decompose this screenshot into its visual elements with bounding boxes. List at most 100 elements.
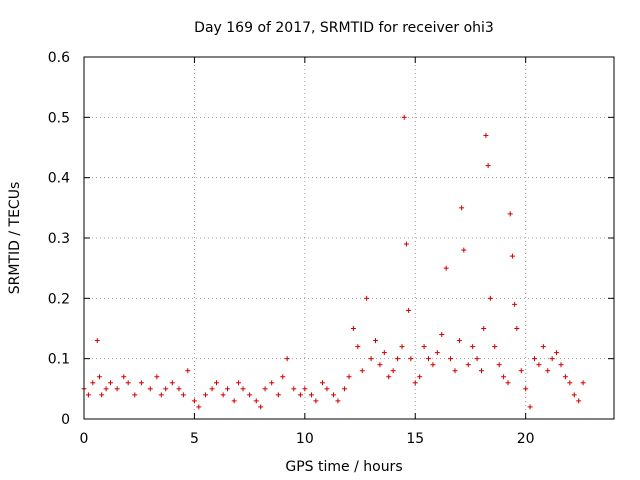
data-point [487, 295, 493, 301]
data-point [434, 350, 440, 356]
data-point [262, 386, 268, 392]
data-point [474, 356, 480, 362]
x-tick-label: 5 [190, 431, 199, 447]
data-point [470, 344, 476, 350]
data-series-srmtid [81, 114, 586, 410]
data-point [465, 362, 471, 368]
data-point [346, 374, 352, 380]
data-point [412, 380, 418, 386]
data-point [545, 368, 551, 374]
data-point [169, 380, 175, 386]
data-point [456, 338, 462, 344]
data-point [196, 404, 202, 410]
data-point [452, 368, 458, 374]
data-point [514, 326, 520, 331]
data-point [147, 386, 153, 392]
data-point [132, 392, 138, 398]
data-point [85, 392, 91, 398]
y-tick-label: 0.1 [48, 352, 70, 368]
grid [83, 56, 614, 420]
data-point [386, 374, 392, 380]
data-point [214, 380, 219, 386]
data-point [461, 247, 467, 253]
data-point [408, 356, 414, 362]
data-point [549, 356, 555, 362]
data-point [359, 368, 365, 374]
x-axis-label: GPS time / hours [285, 459, 402, 475]
data-point [483, 132, 489, 138]
data-point [94, 338, 100, 344]
data-point [253, 398, 259, 404]
data-point [269, 380, 275, 386]
x-tick-label: 20 [517, 431, 535, 447]
data-point [518, 368, 524, 374]
data-point [297, 392, 303, 398]
y-tick-label: 0 [61, 412, 70, 428]
data-point [532, 356, 537, 362]
data-point [313, 398, 319, 404]
data-point [247, 392, 253, 398]
axis-ticks [83, 56, 614, 420]
data-point [158, 392, 164, 398]
data-point [580, 380, 586, 386]
data-point [364, 295, 370, 301]
data-point [335, 398, 341, 404]
data-point [275, 392, 281, 398]
data-point [567, 380, 573, 386]
y-axis-label: SRMTID / TECUs [7, 182, 23, 295]
data-point [390, 368, 396, 374]
y-tick-label: 0.6 [48, 50, 70, 66]
data-point [324, 386, 330, 392]
data-point [459, 205, 465, 211]
data-point [163, 386, 169, 392]
data-point [236, 380, 242, 386]
y-tick-label: 0.2 [48, 291, 70, 307]
data-point [302, 386, 308, 392]
data-point [426, 356, 431, 362]
data-point [240, 386, 246, 392]
data-point [185, 368, 191, 374]
x-tick-label: 0 [80, 431, 89, 447]
data-point [562, 374, 568, 380]
data-point [403, 241, 409, 247]
data-point [220, 392, 226, 398]
data-point [501, 374, 507, 380]
data-point [417, 374, 423, 380]
y-tick-label: 0.4 [48, 171, 70, 187]
data-point [209, 386, 215, 392]
y-tick-label: 0.5 [48, 110, 70, 126]
data-point [439, 332, 445, 338]
data-point [571, 392, 577, 398]
data-point [368, 356, 374, 362]
chart-title: Day 169 of 2017, SRMTID for receiver ohi… [194, 20, 494, 36]
data-point [485, 163, 491, 169]
data-point [509, 253, 515, 259]
x-tick-label: 15 [406, 431, 424, 447]
data-point [479, 368, 484, 374]
data-point [399, 344, 405, 350]
data-point [558, 362, 564, 368]
data-point [355, 344, 361, 350]
data-point [536, 362, 542, 368]
data-point [138, 380, 144, 386]
data-point [554, 350, 560, 356]
data-point [114, 386, 120, 392]
data-point [121, 374, 127, 380]
data-point [258, 404, 264, 410]
data-point [331, 392, 337, 398]
data-point [320, 380, 325, 386]
data-point [180, 392, 186, 398]
data-point [406, 307, 412, 313]
data-point [125, 380, 131, 386]
data-point [96, 374, 102, 380]
data-point [527, 404, 533, 410]
x-tick-label: 10 [296, 431, 314, 447]
data-point [284, 356, 290, 362]
data-point [395, 356, 401, 362]
data-point [421, 344, 427, 350]
data-point [225, 386, 231, 392]
data-point [108, 380, 113, 386]
data-point [350, 326, 356, 331]
data-point [492, 344, 498, 350]
y-tick-label: 0.3 [48, 231, 70, 247]
